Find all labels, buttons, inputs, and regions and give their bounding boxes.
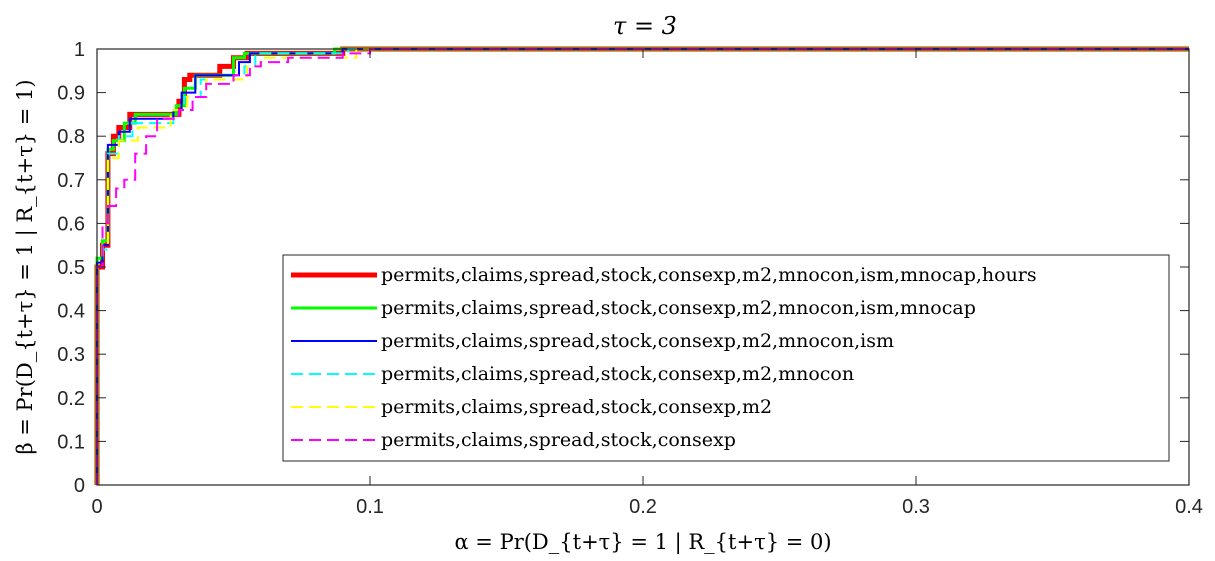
legend-label-6: permits,claims,spread,stock,consexp — [381, 429, 736, 451]
y-tick-label: 0.4 — [57, 301, 85, 323]
y-tick-label: 0.2 — [57, 388, 85, 410]
legend-label-1: permits,claims,spread,stock,consexp,m2,m… — [381, 264, 1037, 286]
y-axis-label: β = Pr(D_{t+τ} = 1 | R_{t+τ} = 1) — [13, 79, 38, 454]
x-tick-label: 0.4 — [1175, 496, 1203, 518]
x-tick-label: 0.1 — [356, 496, 384, 518]
y-tick-label: 0.1 — [57, 431, 85, 453]
legend-box — [282, 254, 1170, 462]
y-tick-label: 1 — [74, 39, 85, 61]
x-tick-label: 0.2 — [629, 496, 657, 518]
y-tick-label: 0.5 — [57, 257, 85, 279]
x-tick-label: 0.3 — [902, 496, 930, 518]
legend-label-4: permits,claims,spread,stock,consexp,m2,m… — [381, 363, 854, 385]
y-tick-label: 0.9 — [57, 83, 85, 105]
axes-layer: 0 0.1 0.2 0.3 0.4 0 0.1 0.2 0.3 0.4 0.5 0.6 0.7 0.8 0.… — [57, 39, 1203, 518]
y-tick-label: 0.3 — [57, 344, 85, 366]
y-tick-label: 0 — [74, 475, 85, 497]
x-axis-label: α = Pr(D_{t+τ} = 1 | R_{t+τ} = 0) — [454, 530, 831, 555]
x-tick-label: 0 — [91, 496, 102, 518]
series-line-6 — [96, 48, 1189, 485]
y-tick-label: 0.7 — [57, 170, 85, 192]
y-tick-label: 0.8 — [57, 126, 85, 148]
series-layer — [94, 46, 1189, 485]
y-tick-label: 0.6 — [57, 213, 85, 235]
chart-title: τ = 3 — [613, 12, 677, 40]
legend-label-2: permits,claims,spread,stock,consexp,m2,m… — [381, 297, 976, 319]
legend-label-5: permits,claims,spread,stock,consexp,m2 — [381, 396, 772, 418]
legend-label-3: permits,claims,spread,stock,consexp,m2,m… — [381, 330, 894, 352]
legend: permits,claims,spread,stock,consexp,m2,m… — [282, 254, 1170, 462]
